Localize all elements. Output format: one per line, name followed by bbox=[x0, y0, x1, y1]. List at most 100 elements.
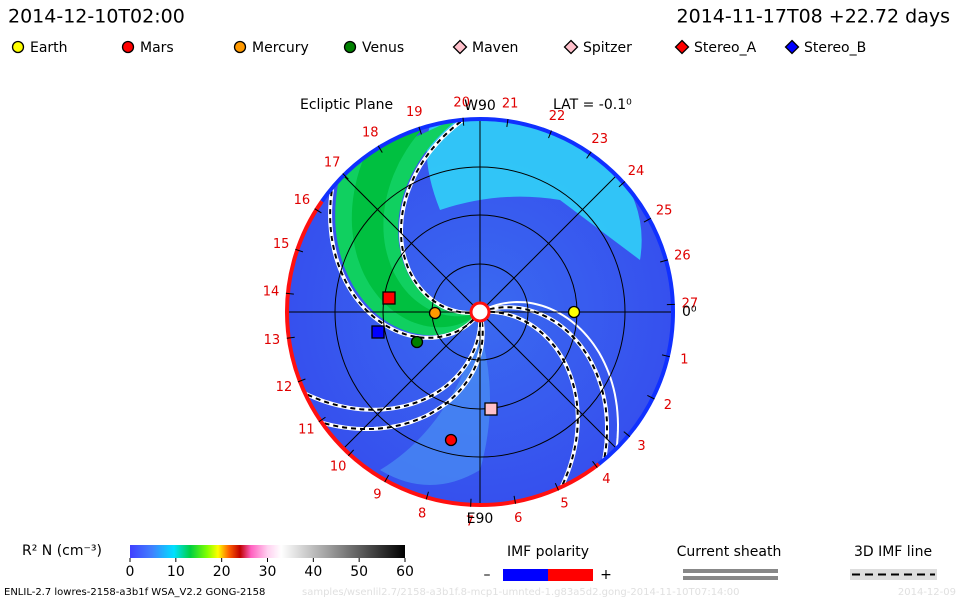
longitude-label: 9 bbox=[373, 488, 381, 503]
colorbar-tick-label: 40 bbox=[304, 564, 322, 580]
zero-label: 0⁰ bbox=[682, 304, 697, 320]
longitude-tick bbox=[554, 482, 559, 491]
longitude-label: 3 bbox=[637, 439, 645, 454]
longitude-tick bbox=[660, 259, 669, 263]
longitude-tick bbox=[647, 394, 655, 400]
lat-label: LAT = -0.1⁰ bbox=[553, 97, 632, 113]
longitude-tick bbox=[418, 126, 422, 135]
longitude-label: 27 bbox=[682, 296, 699, 311]
body-marker bbox=[484, 402, 498, 416]
longitude-tick bbox=[623, 431, 631, 438]
longitude-tick bbox=[506, 118, 509, 128]
plot-title: Ecliptic Plane bbox=[300, 97, 393, 113]
body-marker bbox=[410, 335, 424, 349]
longitude-tick bbox=[643, 217, 652, 223]
body-marker bbox=[674, 39, 690, 55]
dense-core bbox=[351, 120, 472, 328]
legend-label: Venus bbox=[362, 40, 404, 56]
longitude-tick bbox=[377, 145, 383, 153]
longitude-label: 19 bbox=[406, 105, 423, 120]
header-time: 2014-12-10T02:00 bbox=[8, 6, 185, 28]
longitude-tick bbox=[592, 461, 598, 469]
longitude-label: 16 bbox=[294, 193, 311, 208]
bodies bbox=[371, 291, 581, 447]
longitude-tick bbox=[462, 117, 465, 126]
longitude-label: 12 bbox=[276, 380, 293, 395]
longitude-tick bbox=[384, 474, 390, 483]
longitude-tick bbox=[513, 495, 517, 504]
colorbar bbox=[130, 545, 405, 558]
sheath-line bbox=[683, 576, 778, 580]
longitude-label: 26 bbox=[674, 248, 691, 263]
legend-label: Mercury bbox=[252, 40, 309, 56]
rim-negative bbox=[285, 200, 601, 507]
longitude-label: 14 bbox=[263, 284, 280, 299]
legend-label: Earth bbox=[30, 40, 68, 56]
longitude-label: 4 bbox=[602, 472, 610, 487]
longitude-tick bbox=[318, 416, 326, 423]
longitude-tick bbox=[586, 151, 592, 159]
body-marker bbox=[567, 305, 581, 319]
longitude-label: 21 bbox=[502, 97, 519, 112]
body-marker bbox=[563, 39, 579, 55]
imf-line bbox=[329, 178, 475, 339]
imf-minus: – bbox=[484, 567, 491, 583]
longitude-tick bbox=[661, 354, 670, 358]
longitude-tick bbox=[286, 336, 295, 339]
body-marker bbox=[382, 291, 396, 305]
longitude-tick bbox=[347, 449, 355, 457]
longitude-label: 15 bbox=[273, 237, 290, 252]
longitude-label: 17 bbox=[324, 155, 341, 170]
colorbar-tick-label: 0 bbox=[126, 564, 135, 580]
legend-label: Mars bbox=[140, 40, 174, 56]
footer-date: 2014-12-09 bbox=[898, 587, 956, 598]
imf-plus: + bbox=[600, 567, 612, 583]
body-marker bbox=[452, 39, 468, 55]
colorbar-tick-label: 60 bbox=[396, 564, 414, 580]
longitude-tick bbox=[618, 181, 626, 188]
longitude-label: 6 bbox=[514, 511, 522, 526]
longitude-label: 22 bbox=[549, 109, 566, 124]
bottom-label: E90 bbox=[467, 511, 494, 527]
rim-positive bbox=[320, 117, 675, 466]
body-marker bbox=[428, 306, 442, 320]
imf-negative bbox=[503, 569, 548, 581]
longitude-tick bbox=[548, 130, 552, 139]
footer-path: samples/wsenlil2.7/2158-a3b1f.8-mcp1-umn… bbox=[302, 587, 740, 598]
imf-line bbox=[489, 306, 608, 468]
body-marker bbox=[444, 433, 458, 447]
imf-line bbox=[489, 310, 579, 495]
longitude-label: 11 bbox=[298, 423, 315, 438]
longitude-tick bbox=[285, 292, 294, 295]
legend-label: Stereo_B bbox=[804, 40, 866, 56]
legend-label: Spitzer bbox=[583, 40, 632, 56]
legend-label: Maven bbox=[472, 40, 518, 56]
body-marker bbox=[121, 40, 135, 54]
legend-label: Stereo_A bbox=[694, 40, 757, 56]
colorbar-ticks: 0 10 20 30 40 50 60 bbox=[126, 558, 414, 580]
colorbar-tick-label: 10 bbox=[167, 564, 185, 580]
longitude-label: 13 bbox=[264, 333, 281, 348]
body-marker bbox=[784, 39, 800, 55]
longitude-label: 20 bbox=[453, 95, 470, 110]
imf-line bbox=[297, 321, 482, 411]
top-label: W90 bbox=[464, 98, 496, 114]
longitude-label: 18 bbox=[362, 125, 379, 140]
longitude-tick bbox=[314, 208, 322, 214]
imf-title: IMF polarity bbox=[507, 544, 589, 560]
longitude-label: 25 bbox=[656, 203, 673, 218]
longitude-label: 23 bbox=[591, 132, 608, 147]
body-marker bbox=[11, 40, 25, 54]
legend: Earth Mars Mercury Venus Maven Spitzer Stereo_… bbox=[11, 39, 866, 56]
header-elapsed: 2014-11-17T08 +22.72 days bbox=[677, 6, 950, 28]
colorbar-tick-label: 30 bbox=[259, 564, 277, 580]
sun bbox=[469, 301, 491, 323]
longitude-label: 7 bbox=[466, 514, 474, 529]
light-region bbox=[380, 330, 490, 485]
longitude-label: 2 bbox=[664, 398, 672, 413]
colorbar-tick-label: 20 bbox=[213, 564, 231, 580]
longitude-label: 24 bbox=[628, 164, 645, 179]
footer-model: ENLIL-2.7 lowres-2158-a3b1f WSA_V2.2 GON… bbox=[4, 587, 265, 598]
